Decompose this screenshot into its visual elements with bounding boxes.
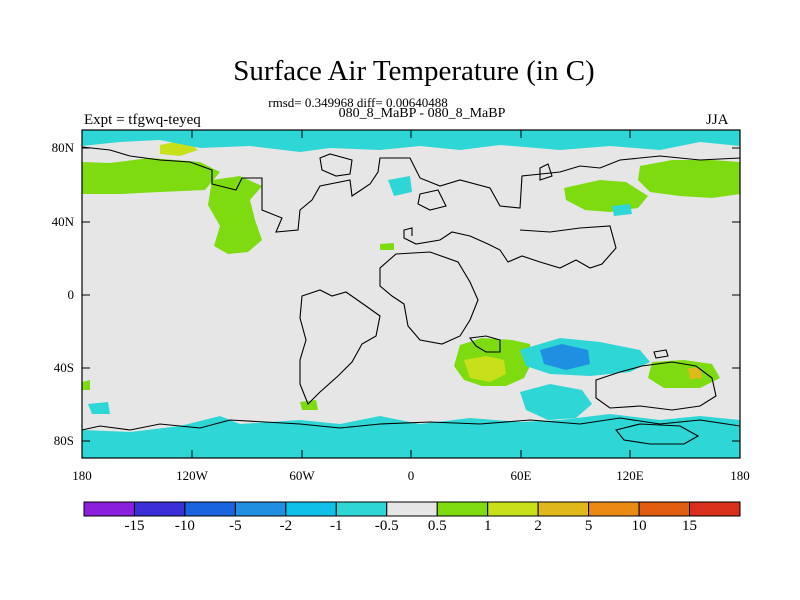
warm-anomaly-regions — [82, 140, 740, 438]
colorbar-label: -0.5 — [374, 518, 399, 534]
lon-label-120w: 120W — [176, 468, 208, 483]
colorbar-box — [537, 501, 590, 517]
colorbar-box — [285, 501, 337, 517]
colorbar-box — [436, 501, 489, 517]
lon-label-180w: 180 — [72, 468, 92, 483]
colorbar-box — [133, 501, 186, 517]
colorbar-label: -15 — [124, 518, 145, 534]
lon-label-0: 0 — [407, 468, 415, 483]
coastlines — [81, 146, 741, 445]
lat-label-80n: 80N — [51, 140, 74, 155]
lon-label-60w: 60W — [289, 468, 315, 483]
colorbar-label: -5 — [229, 518, 242, 534]
colorbar-box — [588, 501, 640, 517]
lat-ticks — [82, 147, 740, 442]
season-label: JJA — [706, 112, 729, 128]
map-title: Surface Air Temperature (in C) — [233, 55, 595, 87]
lon-label-60e: 60E — [510, 468, 532, 483]
lon-ticks — [81, 130, 741, 458]
lat-label-80s: 80S — [53, 433, 74, 448]
lat-label-0: 0 — [67, 287, 75, 302]
colorbar-box — [386, 501, 438, 517]
lat-label-40n: 40N — [51, 214, 74, 229]
cold-anomaly-regions — [82, 130, 740, 458]
colorbar-label: -2 — [279, 518, 293, 534]
colorbar-label: 5 — [584, 518, 593, 534]
map-subtitle: 080_8_MaBP - 080_8_MaBP — [338, 106, 506, 121]
colorbar-label: 2 — [534, 518, 542, 534]
colorbar-label: -1 — [330, 518, 343, 534]
colorbar-label: -10 — [174, 518, 195, 534]
colorbar-box — [689, 501, 741, 517]
lon-label-180e: 180 — [730, 468, 750, 483]
colorbar-label: 0.5 — [427, 518, 447, 534]
stats-line: rmsd= 0.349968 diff= 0.00640488 — [268, 95, 448, 110]
colorbar-box — [487, 501, 539, 517]
colorbar-box — [184, 501, 236, 517]
colorbar-box — [335, 501, 388, 517]
lon-label-120e: 120E — [616, 468, 644, 483]
colorbar-box — [234, 501, 287, 517]
colorbar-label: 10 — [631, 518, 647, 534]
colorbar-box — [638, 501, 691, 517]
colorbar — [83, 501, 741, 517]
colorbar-box — [83, 501, 135, 517]
experiment-label: Expt = tfgwq-teyeq — [84, 112, 201, 128]
colorbar-label: 1 — [483, 518, 492, 534]
colorbar-label: 15 — [682, 518, 698, 534]
lat-label-40s: 40S — [53, 360, 74, 375]
